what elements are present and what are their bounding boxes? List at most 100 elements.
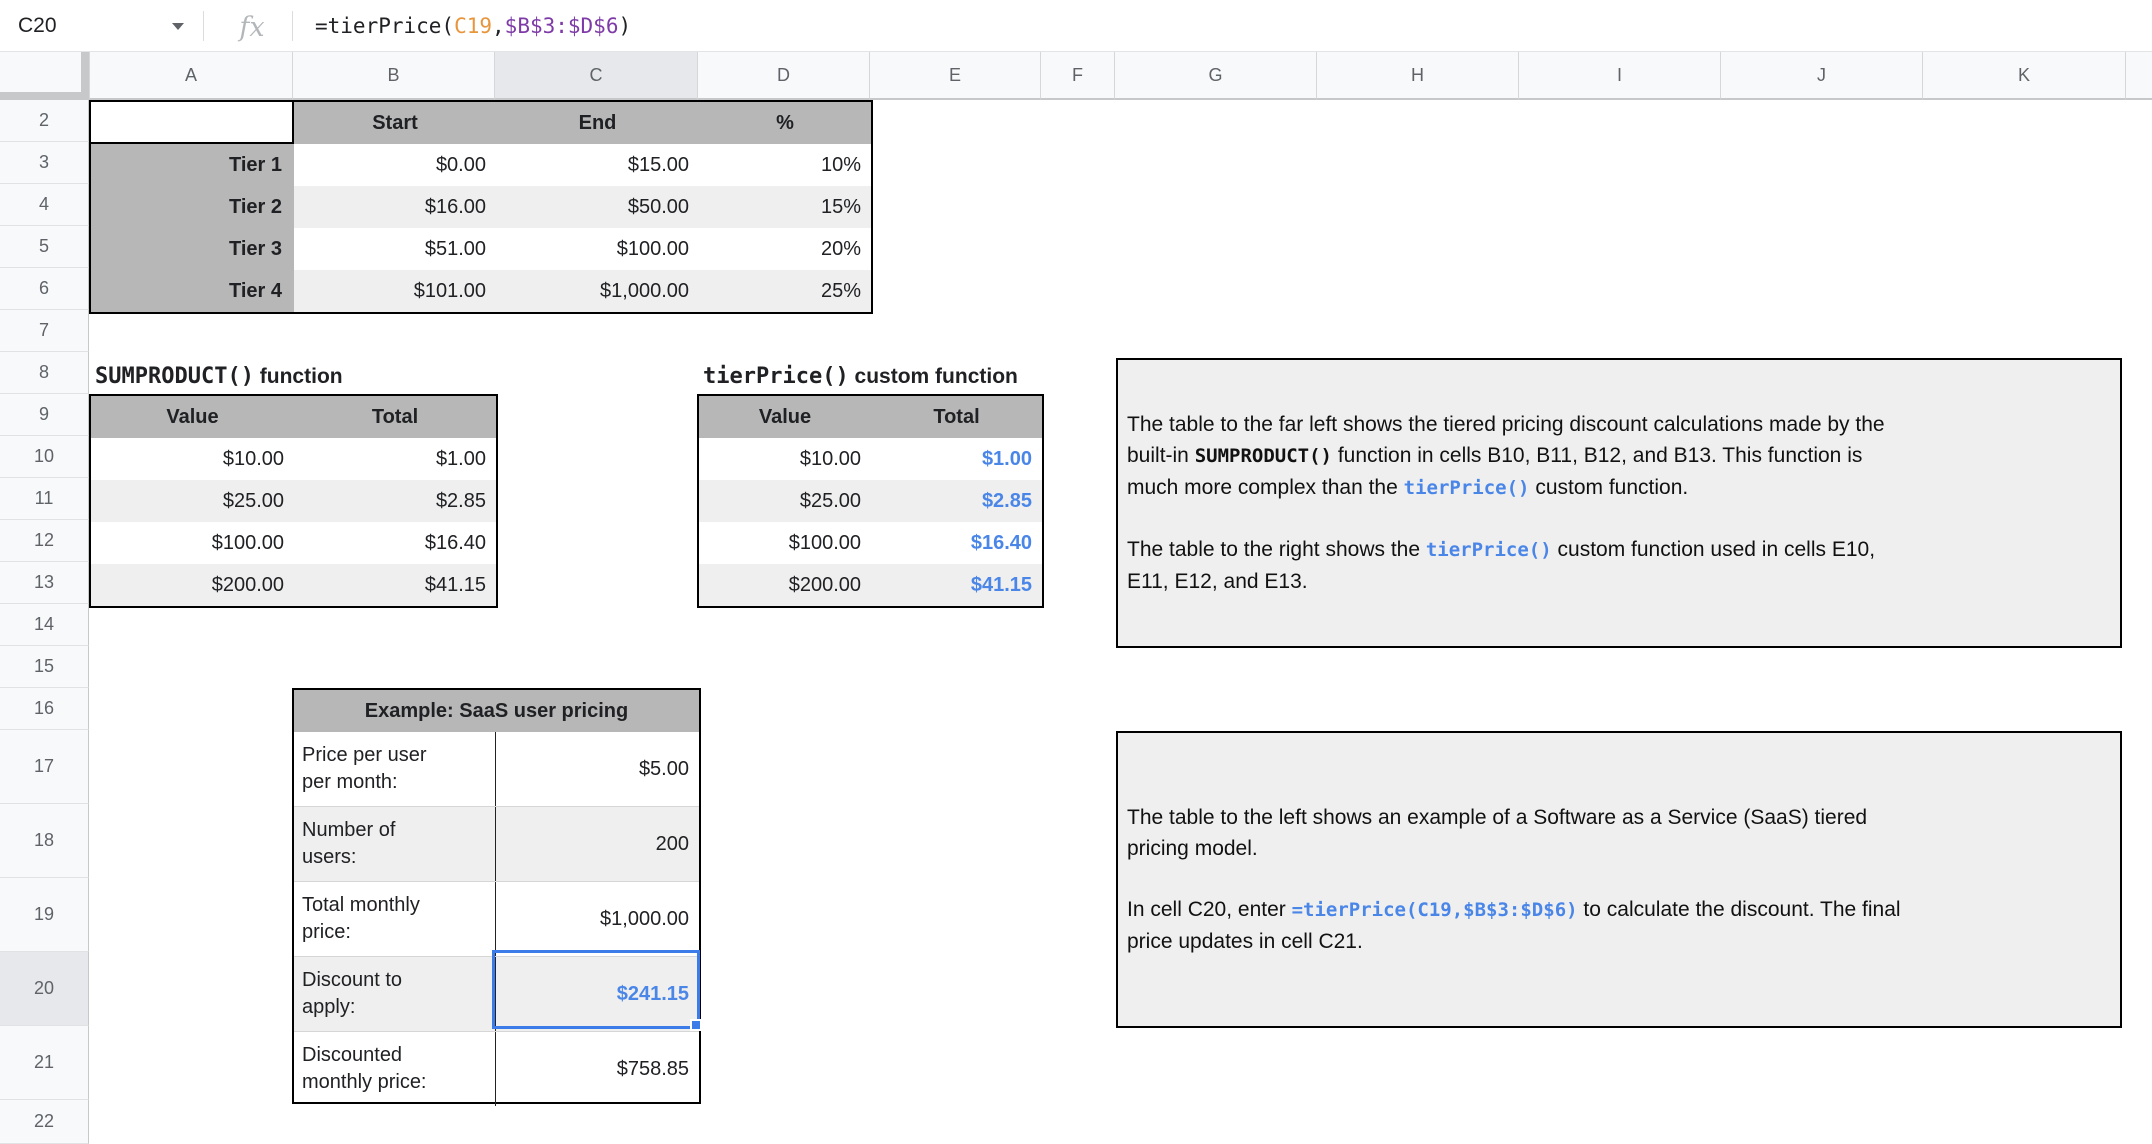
tier-pct-cell[interactable]: 10%: [820, 153, 861, 176]
column-header-G[interactable]: G: [1114, 52, 1316, 100]
column-header-E[interactable]: E: [869, 52, 1040, 100]
tier-label-cell[interactable]: Tier 1: [91, 144, 294, 186]
formula-input[interactable]: =tierPrice(C19, $B$3:$D$6): [315, 0, 2152, 52]
tier-start-cell[interactable]: $51.00: [424, 237, 486, 260]
row-header-21[interactable]: 21: [0, 1026, 89, 1100]
example-value-cell[interactable]: $758.85: [616, 1057, 689, 1080]
row-header-3[interactable]: 3: [0, 142, 89, 184]
column-header-K[interactable]: K: [1922, 52, 2125, 100]
row-header-15[interactable]: 15: [0, 646, 89, 688]
text-box-2[interactable]: The table to the left shows an example o…: [1116, 731, 2122, 1028]
tierprice-value-cell[interactable]: $25.00: [699, 480, 871, 522]
example-label-cell[interactable]: Number of users:: [294, 807, 496, 881]
row-header-17[interactable]: 17: [0, 730, 89, 804]
sumproduct-total-cell[interactable]: $16.40: [424, 531, 486, 554]
row-header-22[interactable]: 22: [0, 1100, 89, 1144]
column-header-D[interactable]: D: [697, 52, 869, 100]
tier-label-cell[interactable]: Tier 4: [91, 270, 294, 312]
tierprice-total-cell[interactable]: $1.00: [981, 447, 1032, 470]
column-header-I[interactable]: I: [1518, 52, 1720, 100]
example-label-cell[interactable]: Discount to apply:: [294, 957, 496, 1031]
row-header-7[interactable]: 7: [0, 310, 89, 352]
tierprice-header-Total[interactable]: Total: [871, 396, 1042, 438]
tier-end-cell[interactable]: $1,000.00: [496, 270, 699, 312]
row-header-18[interactable]: 18: [0, 804, 89, 878]
sumproduct-header-Total[interactable]: Total: [294, 396, 496, 438]
column-header-A[interactable]: A: [89, 52, 292, 100]
sumproduct-value-cell[interactable]: $100.00: [211, 531, 284, 554]
tier-pct-cell[interactable]: 15%: [699, 186, 871, 228]
text-box-1[interactable]: The table to the far left shows the tier…: [1116, 358, 2122, 648]
example-value-cell[interactable]: 200: [496, 807, 699, 881]
row-header-6[interactable]: 6: [0, 268, 89, 310]
tier-end-cell[interactable]: $15.00: [627, 153, 689, 176]
row-header-5[interactable]: 5: [0, 226, 89, 268]
tier-end-cell[interactable]: $100.00: [616, 237, 689, 260]
tierprice-total-cell[interactable]: $2.85: [871, 480, 1042, 522]
tier-start-cell[interactable]: $16.00: [294, 186, 496, 228]
tierprice-total-cell[interactable]: $41.15: [871, 564, 1042, 606]
row-header-9[interactable]: 9: [0, 394, 89, 436]
row-header-16[interactable]: 16: [0, 688, 89, 730]
row-header-20[interactable]: 20: [0, 952, 89, 1026]
example-table: Example: SaaS user pricing Price per user…: [292, 688, 701, 1106]
name-box-dropdown-icon[interactable]: [172, 23, 184, 30]
example-label-cell[interactable]: Price per user per month:: [294, 732, 496, 806]
column-header-H[interactable]: H: [1316, 52, 1518, 100]
formula-segment: =tierPrice(: [315, 14, 455, 38]
text-box-line: pricing model.: [1127, 833, 2094, 864]
tierprice-value-cell[interactable]: $100.00: [788, 531, 861, 554]
column-header-F[interactable]: F: [1040, 52, 1114, 100]
row-header-14[interactable]: 14: [0, 604, 89, 646]
example-value-cell[interactable]: $5.00: [638, 757, 689, 780]
row-header-10[interactable]: 10: [0, 436, 89, 478]
row-header-12[interactable]: 12: [0, 520, 89, 562]
fill-handle[interactable]: [690, 1019, 702, 1031]
row-header-19[interactable]: 19: [0, 878, 89, 952]
sumproduct-total-cell[interactable]: $1.00: [435, 447, 486, 470]
tier-label-cell[interactable]: Tier 2: [91, 186, 294, 228]
tierprice-total-cell[interactable]: $16.40: [970, 531, 1032, 554]
tierprice-value-cell[interactable]: $10.00: [799, 447, 861, 470]
tierprice-header-row: Value Total: [699, 396, 1042, 438]
tier-pct-cell[interactable]: 20%: [820, 237, 861, 260]
example-label-cell[interactable]: Discounted monthly price:: [294, 1032, 496, 1106]
text-box-text-segment: custom function used in cells E10,: [1551, 538, 1876, 561]
row-header-13[interactable]: 13: [0, 562, 89, 604]
cell-name-box[interactable]: C20: [0, 0, 200, 52]
cell-A2[interactable]: [91, 102, 294, 144]
tierprice-value-cell[interactable]: $200.00: [699, 564, 871, 606]
sumproduct-value-cell[interactable]: $25.00: [91, 480, 294, 522]
tier-label-cell[interactable]: Tier 3: [91, 228, 294, 270]
tier-start-cell[interactable]: $101.00: [294, 270, 496, 312]
example-value-cell[interactable]: $1,000.00: [600, 907, 689, 930]
tier-start-cell[interactable]: $0.00: [435, 153, 486, 176]
tier-pct-cell[interactable]: 25%: [699, 270, 871, 312]
sumproduct-header-Value[interactable]: Value: [91, 396, 294, 438]
example-value-cell[interactable]: $241.15: [496, 957, 699, 1031]
example-label-line: Number of: [302, 819, 396, 841]
tier-header-Start[interactable]: Start: [294, 102, 496, 144]
example-title-cell[interactable]: Example: SaaS user pricing: [294, 690, 699, 732]
sumproduct-total-cell[interactable]: $41.15: [294, 564, 496, 606]
column-header-J[interactable]: J: [1720, 52, 1922, 100]
text-box-text-segment: price updates in cell C21.: [1127, 930, 1363, 953]
select-all-corner[interactable]: [0, 52, 89, 100]
sumproduct-value-cell[interactable]: $10.00: [222, 447, 284, 470]
row-header-11[interactable]: 11: [0, 478, 89, 520]
sumproduct-value-cell[interactable]: $200.00: [91, 564, 294, 606]
sumproduct-total-cell[interactable]: $2.85: [294, 480, 496, 522]
row-header-2[interactable]: 2: [0, 100, 89, 142]
tierprice-title-function-name: tierPrice(): [703, 364, 849, 389]
text-box-line: In cell C20, enter =tierPrice(C19,$B$3:$…: [1127, 894, 2094, 926]
column-header-C[interactable]: C: [494, 52, 697, 100]
column-header-partial[interactable]: [2125, 52, 2152, 100]
column-header-B[interactable]: B: [292, 52, 494, 100]
row-header-8[interactable]: 8: [0, 352, 89, 394]
row-header-4[interactable]: 4: [0, 184, 89, 226]
tier-header-End[interactable]: End: [496, 102, 699, 144]
tierprice-header-Value[interactable]: Value: [699, 396, 871, 438]
tier-header-%[interactable]: %: [699, 102, 871, 144]
tier-end-cell[interactable]: $50.00: [496, 186, 699, 228]
example-label-cell[interactable]: Total monthly price:: [294, 882, 496, 956]
